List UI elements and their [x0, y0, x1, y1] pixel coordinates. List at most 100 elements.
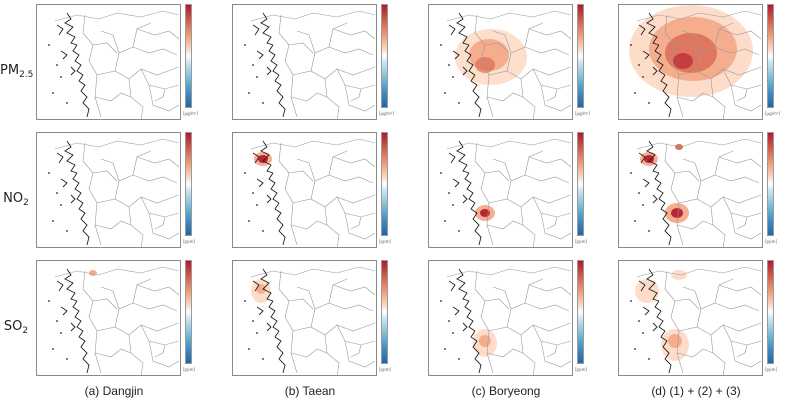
- coastline: [78, 330, 90, 374]
- map-svg: [48, 10, 180, 119]
- coastline: [64, 12, 78, 46]
- coastline: [642, 178, 650, 188]
- admin-boundary: [296, 30, 316, 54]
- island: [444, 220, 446, 222]
- admin-boundary: [332, 156, 376, 168]
- admin-boundary: [140, 196, 180, 218]
- admin-boundary: [540, 212, 572, 240]
- admin-boundary: [324, 334, 340, 375]
- map-panel-so2-dangjin: [ppm]: [36, 260, 196, 376]
- coastline: [464, 172, 476, 204]
- island: [448, 320, 450, 322]
- island: [52, 92, 54, 94]
- row-label-so2-sub: 2: [22, 326, 29, 336]
- admin-boundary: [730, 84, 762, 112]
- coastline: [252, 280, 260, 292]
- admin-boundary: [474, 270, 494, 374]
- coastline: [642, 50, 650, 60]
- colorbar-unit: [ppm]: [765, 367, 778, 372]
- admin-boundary: [154, 344, 166, 358]
- coastline: [268, 172, 280, 204]
- admin-boundary: [132, 46, 178, 56]
- admin-boundary: [730, 340, 762, 368]
- row-label-pm25: PM2.5: [0, 64, 33, 82]
- colorbar: [μg/m³]: [379, 4, 394, 116]
- island: [56, 320, 58, 322]
- coastline: [456, 268, 470, 302]
- admin-boundary: [722, 68, 762, 90]
- coastline: [462, 66, 468, 76]
- island: [630, 300, 632, 302]
- admin-boundary: [140, 68, 180, 90]
- concentration-plume: [675, 144, 683, 150]
- admin-boundary: [520, 78, 536, 119]
- admin-boundary: [136, 284, 180, 296]
- coastline: [652, 322, 658, 332]
- admin-boundary: [674, 42, 700, 54]
- admin-boundary: [278, 142, 298, 246]
- admin-boundary: [484, 298, 510, 310]
- admin-boundary: [446, 10, 572, 22]
- admin-boundary: [136, 28, 180, 40]
- island: [256, 76, 258, 78]
- colorbar-unit: [ppm]: [183, 367, 196, 372]
- admin-boundary: [488, 194, 572, 208]
- admin-boundary: [676, 348, 714, 358]
- coastline: [654, 44, 666, 76]
- concentration-plume: [475, 57, 495, 73]
- coastline: [56, 152, 64, 164]
- colorbar-unit: [ppm]: [379, 239, 392, 244]
- admin-boundary: [718, 28, 762, 40]
- colorbar: [μg/m³]: [575, 4, 590, 116]
- coastline: [452, 178, 460, 188]
- island: [66, 230, 68, 232]
- admin-boundary: [128, 78, 144, 119]
- admin-boundary: [636, 266, 762, 278]
- island: [244, 300, 246, 302]
- coastline: [470, 330, 482, 374]
- island: [448, 192, 450, 194]
- island: [48, 44, 50, 46]
- coastline: [660, 202, 672, 246]
- coastline: [274, 330, 286, 374]
- colorbar: [ppm]: [765, 132, 777, 244]
- map-svg: [244, 266, 376, 375]
- admin-boundary: [730, 212, 762, 240]
- admin-boundary: [714, 302, 760, 312]
- island: [440, 44, 442, 46]
- admin-boundary: [710, 334, 726, 375]
- admin-boundary: [682, 286, 702, 310]
- island: [440, 300, 442, 302]
- coastline: [456, 140, 470, 174]
- admin-boundary: [492, 30, 512, 54]
- coastline: [652, 66, 658, 76]
- coastline: [70, 66, 76, 76]
- colorbar-unit: [μg/m³]: [765, 111, 781, 116]
- island: [256, 204, 258, 206]
- admin-boundary: [344, 84, 376, 112]
- admin-boundary: [290, 220, 328, 230]
- admin-boundary: [540, 84, 572, 112]
- row-label-no2-sub: 2: [23, 198, 29, 208]
- map-frame: [36, 132, 181, 248]
- island: [648, 358, 650, 360]
- admin-boundary: [682, 30, 702, 54]
- island: [648, 230, 650, 232]
- coastline: [256, 306, 264, 316]
- colorbar: [ppm]: [379, 260, 391, 372]
- admin-boundary: [94, 92, 132, 102]
- concentration-plume: [644, 155, 654, 163]
- colorbar-unit: [μg/m³]: [379, 111, 395, 116]
- admin-boundary: [674, 170, 700, 182]
- coastline: [646, 12, 660, 46]
- admin-boundary: [546, 344, 558, 358]
- admin-boundary: [96, 194, 180, 208]
- admin-boundary: [714, 46, 760, 56]
- row-label-no2: NO2: [0, 192, 32, 210]
- island: [440, 172, 442, 174]
- coastline: [654, 300, 666, 332]
- coastline: [72, 300, 84, 332]
- island: [638, 192, 640, 194]
- admin-boundary: [486, 92, 524, 102]
- coastline: [638, 152, 646, 164]
